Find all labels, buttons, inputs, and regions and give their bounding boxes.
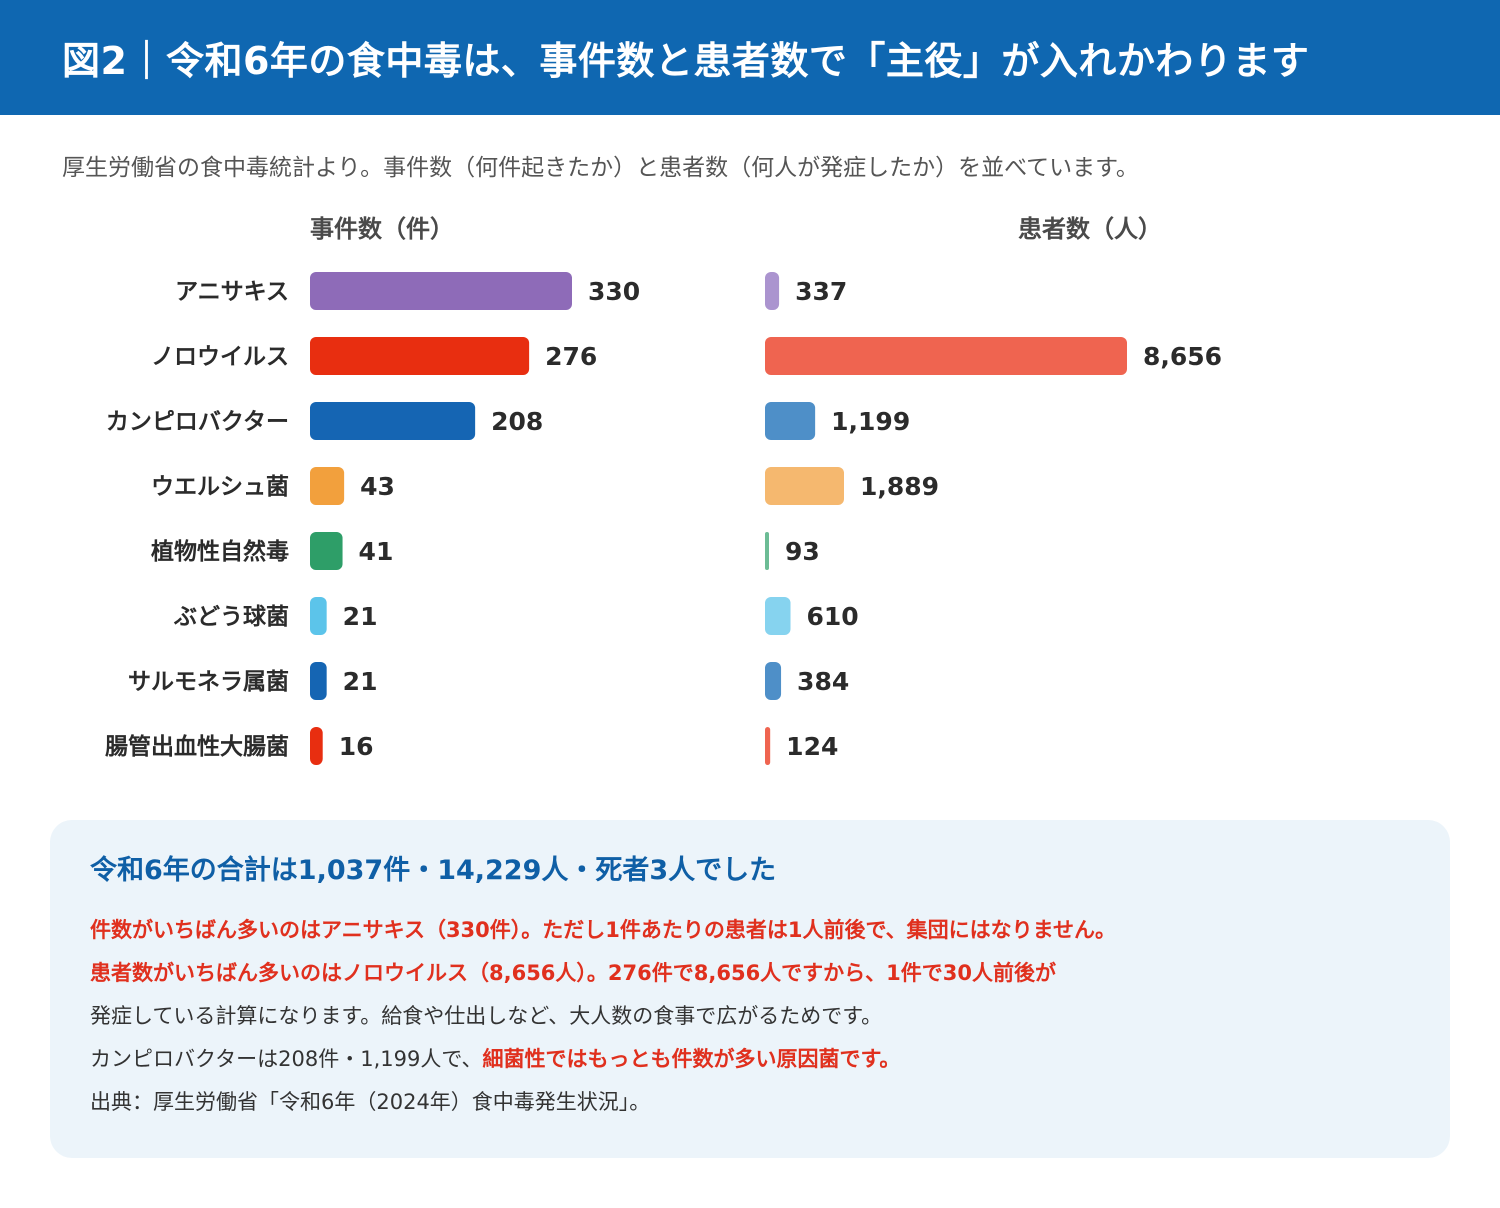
header-bar: 図2｜令和6年の食中毒は、事件数と患者数で「主役」が入れかわります bbox=[0, 0, 1500, 115]
category-labels: アニサキスノロウイルスカンピロバクターウエルシュ菌植物性自然毒ぶどう球菌サルモネ… bbox=[105, 279, 289, 760]
patients-panel: 患者数（人） 337 8,656 1,199 1,889 93 610 384 124 bbox=[765, 215, 1222, 765]
incidents-bar bbox=[310, 337, 530, 375]
incidents-bar bbox=[310, 402, 476, 440]
incidents-value-label: 21 bbox=[343, 602, 378, 631]
patients-value-label: 384 bbox=[797, 667, 849, 696]
category-label: 腸管出血性大腸菌 bbox=[105, 733, 289, 760]
patients-bar bbox=[765, 467, 844, 505]
summary-line-3: 発症している計算になります。給食や仕出しなど、大人数の食事で広がるためです。 bbox=[90, 1004, 883, 1028]
category-label: サルモネラ属菌 bbox=[128, 669, 289, 695]
summary-line-4-text: カンピロバクターは208件・1,199人で、 bbox=[90, 1047, 483, 1071]
summary-line-2: 患者数がいちばん多いのはノロウイルス（8,656人）。276件で8,656人です… bbox=[90, 961, 1057, 985]
incidents-bar bbox=[310, 532, 343, 570]
patients-value-label: 124 bbox=[786, 732, 838, 761]
patients-value-label: 337 bbox=[795, 277, 847, 306]
incidents-value-label: 41 bbox=[359, 537, 394, 566]
summary-line-1: 件数がいちばん多いのはアニサキス（330件）。ただし1件あたりの患者は1人前後で… bbox=[90, 918, 1117, 942]
patients-bar bbox=[765, 272, 780, 310]
incidents-value-label: 276 bbox=[545, 342, 597, 371]
category-label: カンピロバクター bbox=[106, 409, 289, 435]
summary-line-4: カンピロバクターは208件・1,199人で、細菌性ではもっとも件数が多い原因菌で… bbox=[90, 1038, 1410, 1081]
incidents-value-label: 43 bbox=[360, 472, 395, 501]
patients-value-label: 610 bbox=[807, 602, 859, 631]
incidents-value-label: 330 bbox=[588, 277, 640, 306]
incidents-bar bbox=[310, 662, 327, 700]
incidents-value-label: 16 bbox=[339, 732, 374, 761]
category-label: ウエルシュ菌 bbox=[151, 474, 289, 500]
source-note: 出典：厚生労働省「令和6年（2024年）食中毒発生状況」。 bbox=[90, 1090, 651, 1114]
category-label: ぶどう球菌 bbox=[173, 604, 289, 630]
summary-line-4-highlight: 細菌性ではもっとも件数が多い原因菌です。 bbox=[482, 1047, 901, 1071]
chart-subtitle: 厚生労働省の食中毒統計より。事件数（何件起きたか）と患者数（何人が発症したか）を… bbox=[62, 155, 1139, 181]
incidents-panel: 事件数（件） 330 276 208 43 41 21 21 16 bbox=[310, 215, 640, 765]
patients-bar bbox=[765, 662, 782, 700]
summary-title: 令和6年の合計は1,037件・14,229人・死者3人でした bbox=[90, 855, 777, 886]
incidents-bar bbox=[310, 597, 327, 635]
patients-bar bbox=[765, 727, 771, 765]
bar-chart: アニサキスノロウイルスカンピロバクターウエルシュ菌植物性自然毒ぶどう球菌サルモネ… bbox=[105, 215, 1222, 765]
incidents-bar bbox=[310, 467, 345, 505]
incidents-value-label: 21 bbox=[343, 667, 378, 696]
summary-box: 令和6年の合計は1,037件・14,229人・死者3人でした 件数がいちばん多い… bbox=[50, 820, 1450, 1158]
category-label: ノロウイルス bbox=[151, 344, 289, 370]
incidents-bar bbox=[310, 727, 323, 765]
patients-panel-title: 患者数（人） bbox=[1018, 215, 1162, 243]
patients-value-label: 93 bbox=[785, 537, 820, 566]
page-title: 図2｜令和6年の食中毒は、事件数と患者数で「主役」が入れかわります bbox=[62, 39, 1310, 83]
category-label: アニサキス bbox=[175, 279, 289, 305]
patients-bar bbox=[765, 337, 1127, 375]
incidents-bar bbox=[310, 272, 572, 310]
category-label: 植物性自然毒 bbox=[151, 538, 289, 565]
patients-value-label: 1,889 bbox=[860, 472, 939, 501]
patients-bar bbox=[765, 402, 816, 440]
patients-value-label: 1,199 bbox=[831, 407, 910, 436]
patients-bar bbox=[765, 532, 769, 570]
patients-bar bbox=[765, 597, 791, 635]
incidents-panel-title: 事件数（件） bbox=[310, 215, 454, 243]
incidents-value-label: 208 bbox=[491, 407, 543, 436]
patients-value-label: 8,656 bbox=[1143, 342, 1222, 371]
